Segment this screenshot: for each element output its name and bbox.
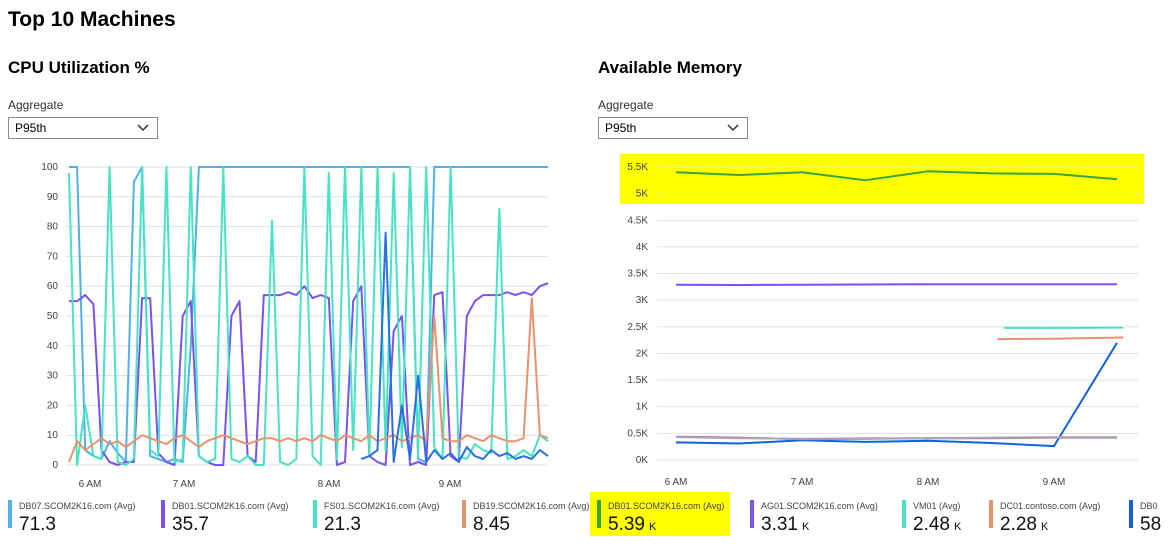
memory-legend-item[interactable]: VM01 (Avg) 2.48 K bbox=[902, 494, 992, 540]
legend-swatch bbox=[902, 500, 906, 528]
cpu-legend-item[interactable]: DB07.SCOM2K16.com (Avg) 71.3 bbox=[8, 494, 158, 540]
y-tick-label: 4K bbox=[636, 242, 649, 253]
series-line bbox=[360, 231, 549, 463]
y-tick-label: 100 bbox=[41, 162, 58, 173]
legend-series-name: DB07.SCOM2K16.com (Avg) bbox=[19, 501, 136, 511]
y-tick-label: 3.5K bbox=[627, 269, 648, 280]
series-line bbox=[675, 283, 1117, 286]
y-tick-label: 5K bbox=[636, 189, 649, 200]
series-line bbox=[68, 166, 549, 466]
y-tick-label: 90 bbox=[47, 192, 59, 203]
legend-series-name: DB0 bbox=[1140, 501, 1158, 511]
series-line bbox=[997, 336, 1124, 341]
series-line bbox=[68, 297, 549, 463]
memory-aggregate-label: Aggregate bbox=[598, 98, 654, 112]
cpu-aggregate-dropdown[interactable]: P95th bbox=[8, 117, 158, 139]
memory-series-highlight bbox=[620, 154, 1144, 204]
legend-swatch bbox=[597, 500, 601, 528]
y-tick-label: 4.5K bbox=[627, 215, 648, 226]
legend-series-value: 3.31 K bbox=[761, 514, 810, 535]
memory-chart[interactable]: 5.5K 5K 4.5K 4K 3.5K 3K 2.5K 2K 1.5K 1K 0.5K 0K 6 AM… bbox=[598, 155, 1143, 495]
legend-series-value: 2.48 K bbox=[913, 514, 962, 535]
legend-series-value: 58 bbox=[1140, 514, 1162, 535]
memory-legend-item[interactable]: DC01.contoso.com (Avg) 2.28 K bbox=[989, 494, 1119, 540]
legend-series-value: 71.3 bbox=[19, 514, 56, 535]
cpu-aggregate-value: P95th bbox=[15, 121, 47, 135]
legend-swatch bbox=[750, 500, 754, 528]
cpu-legend-item[interactable]: DB01.SCOM2K16.com (Avg) 35.7 bbox=[161, 494, 311, 540]
legend-series-value: 2.28 K bbox=[1000, 514, 1049, 535]
y-tick-label: 40 bbox=[47, 341, 59, 352]
legend-swatch bbox=[989, 500, 993, 528]
legend-series-name: DB01.SCOM2K16.com (Avg) bbox=[172, 501, 289, 511]
y-tick-label: 60 bbox=[47, 281, 59, 292]
legend-swatch bbox=[161, 500, 165, 528]
cpu-legend-item[interactable]: DB19.SCOM2K16.com (Avg) 8.45 bbox=[462, 494, 589, 540]
x-tick-label: 7 AM bbox=[791, 477, 814, 488]
memory-aggregate-dropdown[interactable]: P95th bbox=[598, 117, 748, 139]
x-tick-label: 8 AM bbox=[318, 479, 341, 490]
y-tick-label: 5.5K bbox=[627, 162, 648, 173]
y-tick-label: 1.5K bbox=[627, 375, 648, 386]
legend-highlight bbox=[590, 492, 730, 536]
legend-series-name: VM01 (Avg) bbox=[913, 501, 961, 511]
memory-chart-svg: 5.5K 5K 4.5K 4K 3.5K 3K 2.5K 2K 1.5K 1K 0.5K 0K 6 AM… bbox=[627, 162, 1138, 488]
y-tick-label: 3K bbox=[636, 295, 649, 306]
legend-swatch bbox=[8, 500, 12, 528]
legend-swatch bbox=[313, 500, 317, 528]
legend-series-name: DB19.SCOM2K16.com (Avg) bbox=[473, 501, 590, 511]
y-tick-label: 10 bbox=[47, 430, 59, 441]
y-tick-label: 20 bbox=[47, 400, 59, 411]
legend-swatch bbox=[462, 500, 466, 528]
legend-series-value: 35.7 bbox=[172, 514, 209, 535]
x-tick-label: 9 AM bbox=[439, 479, 462, 490]
y-tick-label: 2K bbox=[636, 348, 649, 359]
cpu-section-title: CPU Utilization % bbox=[8, 58, 150, 77]
memory-legend-item[interactable]: DB0 58 bbox=[1129, 494, 1171, 540]
y-tick-label: 80 bbox=[47, 222, 59, 233]
legend-series-name: DB01.SCOM2K16.com (Avg) bbox=[608, 501, 725, 511]
series-line bbox=[675, 436, 1117, 440]
legend-swatch bbox=[1129, 500, 1133, 528]
y-tick-label: 0 bbox=[52, 460, 58, 471]
y-tick-label: 1K bbox=[636, 402, 649, 413]
legend-series-name: AG01.SCOM2K16.com (Avg) bbox=[761, 501, 878, 511]
x-tick-label: 6 AM bbox=[665, 477, 688, 488]
legend-series-value: 5.39 K bbox=[608, 514, 657, 535]
memory-aggregate-value: P95th bbox=[605, 121, 637, 135]
legend-series-name: FS01.SCOM2K16.com (Avg) bbox=[324, 501, 440, 511]
y-tick-label: 0K bbox=[636, 455, 649, 466]
memory-legend-item[interactable]: AG01.SCOM2K16.com (Avg) 3.31 K bbox=[750, 494, 890, 540]
page-title: Top 10 Machines bbox=[8, 8, 176, 31]
series-line bbox=[675, 342, 1118, 448]
chevron-down-icon bbox=[727, 124, 739, 132]
cpu-legend-item[interactable]: FS01.SCOM2K16.com (Avg) 21.3 bbox=[313, 494, 463, 540]
cpu-chart[interactable]: 100 90 80 70 60 50 40 30 20 10 0 6 AM 7 AM 8 AM 9 AM bbox=[8, 155, 553, 495]
y-tick-label: 0.5K bbox=[627, 428, 648, 439]
memory-legend-item[interactable]: DB01.SCOM2K16.com (Avg) 5.39 K bbox=[597, 494, 737, 540]
x-tick-label: 6 AM bbox=[79, 479, 102, 490]
x-tick-label: 8 AM bbox=[917, 477, 940, 488]
memory-section-title: Available Memory bbox=[598, 58, 742, 77]
y-tick-label: 70 bbox=[47, 251, 59, 262]
y-tick-label: 30 bbox=[47, 371, 59, 382]
cpu-aggregate-label: Aggregate bbox=[8, 98, 64, 112]
y-tick-label: 50 bbox=[47, 311, 59, 322]
legend-series-value: 21.3 bbox=[324, 514, 361, 535]
y-tick-label: 2.5K bbox=[627, 322, 648, 333]
chevron-down-icon bbox=[137, 124, 149, 132]
legend-series-name: DC01.contoso.com (Avg) bbox=[1000, 501, 1101, 511]
x-tick-label: 7 AM bbox=[173, 479, 196, 490]
x-tick-label: 9 AM bbox=[1043, 477, 1066, 488]
series-line bbox=[675, 170, 1118, 182]
legend-series-value: 8.45 bbox=[473, 514, 510, 535]
